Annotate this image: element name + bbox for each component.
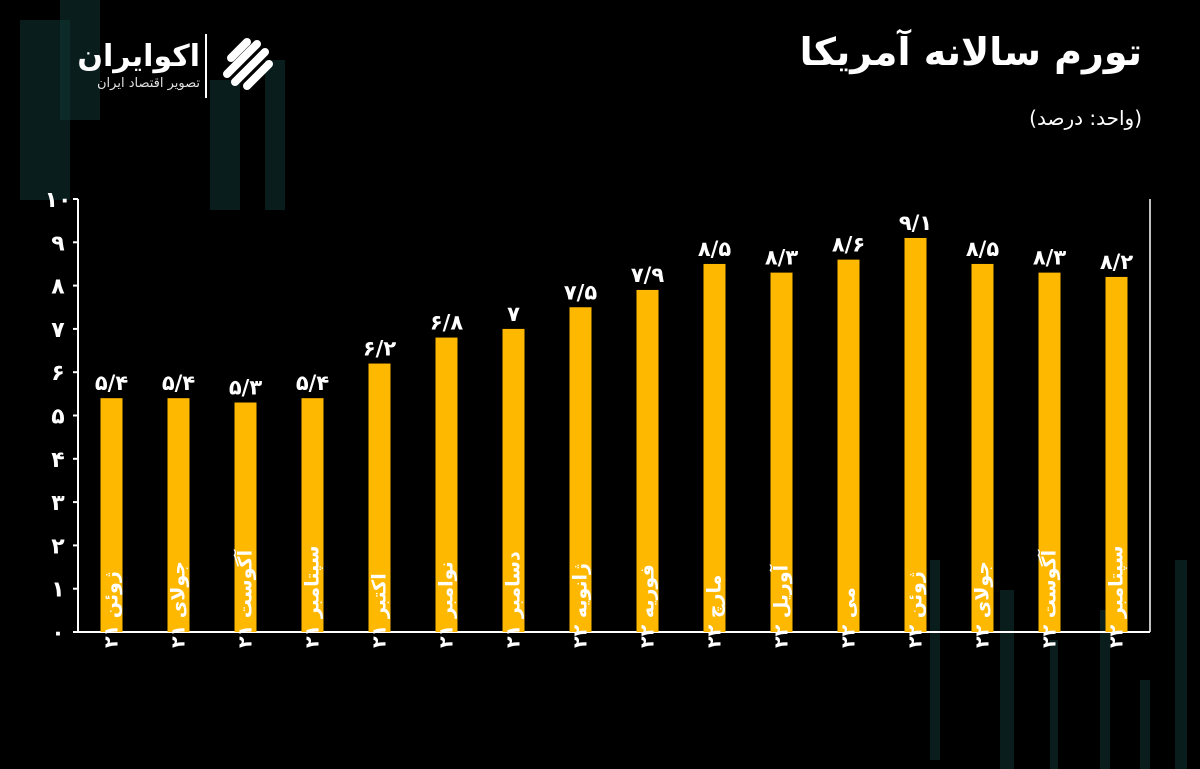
value-labels: ۵/۴ ۵/۴ ۵/۳ ۵/۴ ۶/۲ ۶/۸ ۷ ۷/۵ ۷/۹ ۸/۵ ۸/۳ ۸/۶ ۹/۱ ۸/۵…	[95, 211, 1133, 400]
x-category-label: سپتامبر ۲۲	[1106, 546, 1128, 649]
bar	[770, 272, 793, 632]
y-tick-label: ۷	[51, 318, 65, 343]
x-category-label: آوریل ۲۲	[769, 564, 793, 648]
x-category-label: اکتبر ۲۱	[369, 573, 391, 648]
brand-divider	[205, 34, 207, 98]
x-axis-labels: ژوئن ۲۱ جولای ۲۱ آگوست ۲۱ سپتامبر ۲۱ اکتبر ۲…	[101, 546, 1128, 649]
bar	[301, 398, 324, 632]
brand-text: اکوایران تصویر اقتصاد ایران	[77, 40, 200, 94]
brand-logo: اکوایران تصویر اقتصاد ایران	[45, 30, 295, 102]
bar	[569, 307, 592, 632]
bar-value-label: ۷/۹	[631, 263, 664, 287]
x-category-label: مارچ ۲۲	[704, 575, 726, 648]
bar-value-label: ۷	[507, 302, 520, 326]
x-category-label: جولای ۲۱	[168, 561, 190, 648]
x-category-label: نوامبر ۲۱	[436, 561, 458, 648]
bar	[502, 328, 525, 632]
brand-tagline: تصویر اقتصاد ایران	[97, 76, 200, 91]
bar	[435, 337, 458, 632]
x-category-label: آگوست ۲۲	[1037, 549, 1061, 648]
y-axis-ticks: ۰ ۱ ۲ ۳ ۴ ۵ ۶ ۷ ۸ ۹ ۱۰	[45, 188, 78, 646]
y-tick-label: ۹	[51, 231, 64, 256]
x-category-label: ژوئن ۲۱	[101, 571, 123, 648]
y-tick-label: ۴	[51, 448, 64, 473]
bar	[100, 398, 123, 632]
bar-value-label: ۵/۳	[229, 376, 262, 400]
bar-value-label: ۵/۴	[95, 371, 128, 395]
bar-value-label: ۷/۵	[564, 280, 597, 304]
bar	[703, 263, 726, 632]
x-category-label: جولای ۲۲	[972, 561, 994, 648]
bar	[1038, 272, 1061, 632]
bar-value-label: ۵/۴	[162, 371, 195, 395]
x-category-label: ژانویه ۲۲	[570, 563, 592, 648]
bar-value-label: ۸/۳	[1033, 246, 1066, 270]
bar-value-label: ۸/۲	[1100, 250, 1133, 274]
x-category-label: ژوئن ۲۲	[905, 571, 927, 648]
x-category-label: سپتامبر ۲۱	[302, 546, 324, 649]
bar-value-label: ۶/۲	[363, 337, 396, 361]
ekoiran-logo-icon	[223, 38, 273, 90]
bar-value-label: ۸/۵	[966, 237, 999, 261]
bar	[1105, 276, 1128, 632]
y-tick-label: ۰	[51, 621, 64, 646]
bar-value-label: ۵/۴	[296, 371, 329, 395]
bar	[234, 402, 257, 632]
chart-unit-note: (واحد: درصد)	[1029, 106, 1142, 130]
x-category-label: آگوست ۲۱	[233, 549, 257, 648]
y-tick-label: ۱	[51, 578, 64, 603]
bar-value-label: ۸/۵	[698, 237, 731, 261]
chart-title: تورم سالانه آمریکا	[799, 30, 1142, 74]
bar-value-label: ۶/۸	[430, 311, 463, 335]
bar	[837, 259, 860, 632]
bar-value-label: ۸/۶	[832, 233, 865, 257]
y-tick-label: ۱۰	[45, 188, 72, 213]
bar	[971, 263, 994, 632]
y-tick-label: ۸	[51, 275, 65, 300]
bar	[904, 237, 927, 632]
y-tick-label: ۲	[51, 534, 65, 559]
y-tick-label: ۳	[51, 491, 65, 516]
brand-name: اکوایران	[77, 39, 200, 74]
bar	[167, 398, 190, 632]
bar-value-label: ۹/۱	[899, 211, 932, 235]
bar	[368, 363, 391, 632]
y-tick-label: ۶	[51, 361, 64, 386]
x-category-label: فوریه ۲۲	[637, 564, 659, 648]
x-category-label: می ۲۲	[838, 587, 860, 648]
y-tick-label: ۵	[51, 405, 64, 430]
bar-value-label: ۸/۳	[765, 246, 798, 270]
bar	[636, 289, 659, 632]
bars	[100, 237, 1128, 632]
x-category-label: دسامبر ۲۱	[503, 551, 525, 648]
